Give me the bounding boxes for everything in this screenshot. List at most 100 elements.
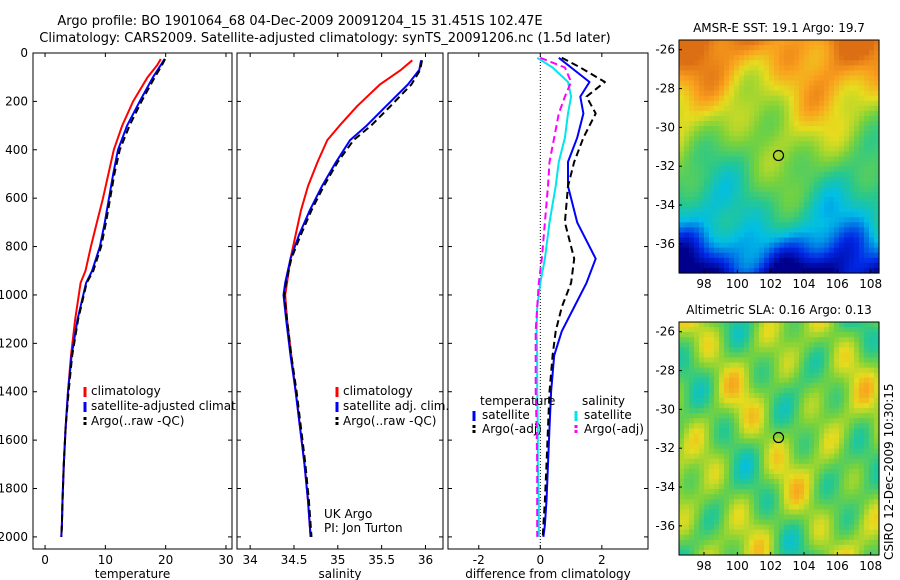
heatmap-cell <box>704 408 710 414</box>
heatmap-cell <box>799 141 805 147</box>
heatmap-cell <box>694 55 700 61</box>
heatmap-cell <box>684 327 690 333</box>
heatmap-cell <box>829 448 835 455</box>
heatmap-cell <box>829 408 835 414</box>
heatmap-cell <box>829 176 835 183</box>
heatmap-cell <box>679 372 685 379</box>
heatmap-cell <box>739 458 745 465</box>
heatmap-cell <box>694 408 700 414</box>
heatmap-cell <box>859 544 865 551</box>
heatmap-cell <box>849 494 855 500</box>
heatmap-cell <box>729 105 735 112</box>
heatmap-cell <box>759 105 765 112</box>
heatmap-cell <box>734 70 740 77</box>
heatmap-cell <box>729 217 735 223</box>
heatmap-cell <box>789 171 795 178</box>
heatmap-cell <box>814 453 820 460</box>
heatmap-cell <box>789 237 795 244</box>
heatmap-cell <box>809 494 815 500</box>
heatmap-cell <box>724 382 730 389</box>
heatmap-cell <box>864 504 870 511</box>
heatmap-cell <box>729 463 735 470</box>
heatmap-cell <box>809 428 815 435</box>
heatmap-cell <box>749 479 755 485</box>
heatmap-cell <box>774 252 780 259</box>
heatmap-cell <box>839 176 845 183</box>
heatmap-cell <box>704 403 710 409</box>
heatmap-cell <box>829 352 835 359</box>
heatmap-cell <box>769 377 775 384</box>
heatmap-cell <box>749 257 755 264</box>
heatmap-cell <box>684 428 690 435</box>
heatmap-cell <box>679 247 685 254</box>
heatmap-cell <box>814 212 820 218</box>
heatmap-cell <box>764 202 770 208</box>
heatmap-cell <box>709 484 715 490</box>
heatmap-cell <box>759 367 765 374</box>
heatmap-cell <box>819 161 825 168</box>
heatmap-cell <box>799 227 805 234</box>
heatmap-cell <box>799 327 805 333</box>
heatmap-cell <box>874 397 880 404</box>
heatmap-cell <box>719 222 725 229</box>
heatmap-cell <box>849 60 855 66</box>
heatmap-cell <box>804 423 810 429</box>
heatmap-cell <box>749 387 755 394</box>
heatmap-cell <box>804 408 810 414</box>
heatmap-cell <box>779 403 785 409</box>
heatmap-cell <box>874 90 880 97</box>
heatmap-cell <box>754 105 760 112</box>
heatmap-cell <box>719 110 725 117</box>
heatmap-cell <box>809 397 815 404</box>
heatmap-cell <box>779 60 785 66</box>
heatmap-cell <box>769 237 775 244</box>
heatmap-cell <box>759 372 765 379</box>
heatmap-cell <box>734 397 740 404</box>
heatmap-cell <box>854 60 860 66</box>
heatmap-cell <box>829 387 835 394</box>
heatmap-cell <box>839 352 845 359</box>
heatmap-cell <box>679 479 685 485</box>
heatmap-cell <box>784 105 790 112</box>
heatmap-cell <box>684 397 690 404</box>
heatmap-cell <box>754 438 760 445</box>
heatmap-cell <box>859 207 865 213</box>
heatmap-cell <box>854 382 860 389</box>
heatmap-cell <box>799 377 805 384</box>
heatmap-cell <box>734 50 740 56</box>
heatmap-cell <box>754 55 760 61</box>
heatmap-cell <box>739 227 745 234</box>
heatmap-cell <box>734 362 740 369</box>
heatmap-cell <box>759 257 765 264</box>
heatmap-cell <box>694 227 700 234</box>
heatmap-cell <box>804 332 810 338</box>
heatmap-cell <box>839 151 845 158</box>
heatmap-cell <box>769 85 775 92</box>
heatmap-cell <box>854 494 860 500</box>
heatmap-cell <box>734 443 740 450</box>
heatmap-cell <box>834 413 840 419</box>
heatmap-cell <box>759 347 765 353</box>
heatmap-cell <box>824 524 830 531</box>
heatmap-cell <box>729 377 735 384</box>
heatmap-cell <box>744 191 750 198</box>
heatmap-cell <box>824 262 830 269</box>
heatmap-cell <box>809 382 815 389</box>
x-tick-label: 36 <box>418 553 433 567</box>
heatmap-cell <box>784 85 790 92</box>
heatmap-cell <box>709 181 715 188</box>
heatmap-cell <box>679 115 685 122</box>
heatmap-cell <box>744 377 750 384</box>
heatmap-cell <box>699 110 705 117</box>
heatmap-cell <box>719 524 725 531</box>
heatmap-cell <box>874 534 880 541</box>
heatmap-cell <box>744 453 750 460</box>
heatmap-cell <box>769 166 775 173</box>
heatmap-cell <box>864 202 870 208</box>
heatmap-cell <box>724 166 730 173</box>
heatmap-cell <box>714 397 720 404</box>
heatmap-cell <box>724 121 730 127</box>
heatmap-cell <box>679 468 685 475</box>
heatmap-cell <box>874 322 880 328</box>
